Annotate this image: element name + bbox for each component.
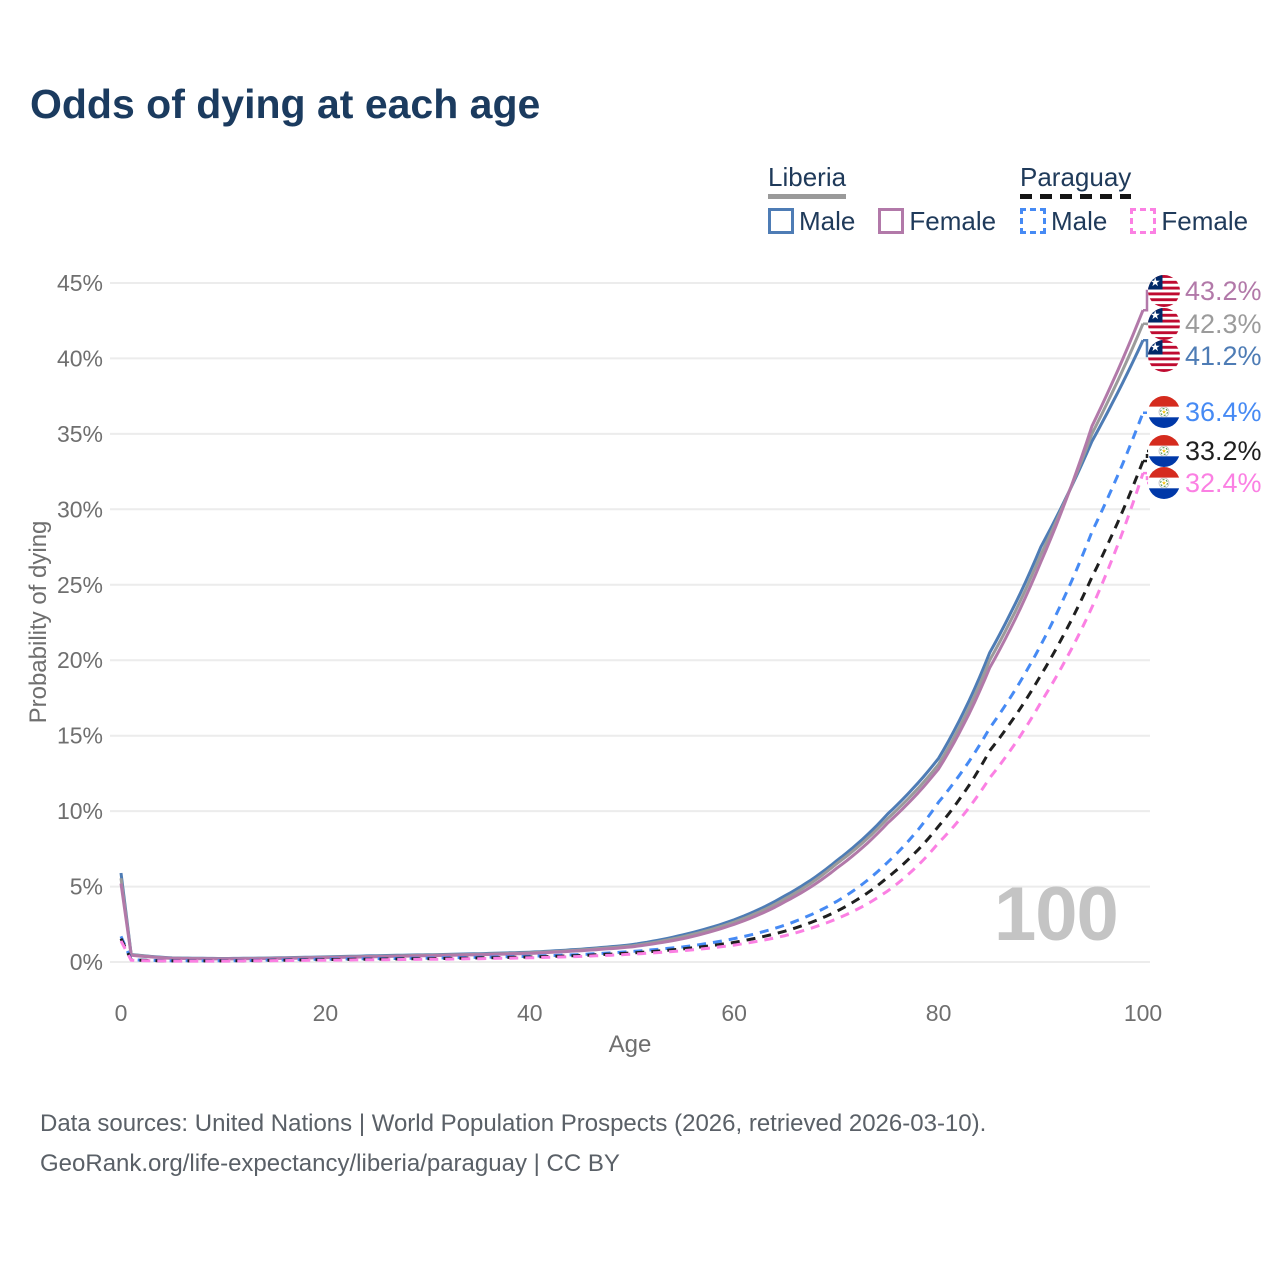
liberia-flag-icon [1148,275,1180,307]
y-tick-label: 20% [57,647,103,673]
end-label-value: 42.3% [1185,308,1262,339]
female-line-swatch [1130,207,1157,234]
x-tick-label: 20 [313,1000,339,1026]
end-label-paraguay-both: 33.2% [1148,434,1262,468]
page-title: Odds of dying at each age [30,81,541,127]
legend-item-liberia-male: Male [768,205,856,236]
end-label-value: 41.2% [1185,340,1262,371]
end-label-liberia-male: 41.2% [1148,339,1262,373]
legend-country-label: Liberia [768,163,847,199]
series-line-liberia-female [119,309,1145,961]
legend-item-label: Female [909,205,997,236]
male-line-swatch [1020,207,1046,234]
liberia-flag-icon [1148,340,1180,372]
end-label-value: 33.2% [1185,435,1262,466]
paraguay-flag-icon [1148,435,1180,467]
chart-footer: Data sources: United Nations | World Pop… [40,1104,986,1184]
series-line-paraguay-male [119,412,1145,963]
x-tick-label: 0 [115,1000,128,1026]
attribution-link-text: GeoRank.org/life-expectancy/liberia/para… [40,1150,620,1177]
y-tick-label: 0% [70,949,103,975]
female-line-swatch [878,207,905,234]
y-tick-label: 30% [57,496,103,522]
end-label-paraguay-female: 32.4% [1148,466,1262,500]
series-line-paraguay-female [119,472,1145,963]
x-tick-label: 100 [1124,1000,1162,1026]
end-label-value: 36.4% [1185,396,1262,427]
y-tick-label: 10% [57,798,103,824]
end-label-liberia-both: 42.3% [1148,307,1262,341]
legend-group-liberia: Liberia Male Female [768,163,996,234]
legend-country-label: Paraguay [1020,163,1132,199]
series-line-liberia-both [119,323,1145,961]
legend-item-liberia-female: Female [878,205,997,236]
end-label-paraguay-male: 36.4% [1148,395,1262,429]
end-label-value: 43.2% [1185,275,1262,306]
y-tick-label: 35% [57,421,103,447]
paraguay-flag-icon [1148,396,1180,428]
legend-item-label: Male [1051,205,1108,236]
legend-group-paraguay: Paraguay Male Female [1020,163,1248,234]
legend-item-label: Male [799,205,856,236]
y-tick-label: 5% [70,874,103,900]
y-tick-label: 40% [57,345,103,371]
legend-item-paraguay-female: Female [1130,205,1249,236]
x-tick-label: 40 [517,1000,543,1026]
x-tick-label: 80 [926,1000,952,1026]
liberia-flag-icon [1148,308,1180,340]
legend-item-label: Female [1161,205,1249,236]
x-axis-title: Age [609,1031,652,1058]
y-tick-label: 45% [57,270,103,296]
legend-item-paraguay-male: Male [1020,205,1108,236]
male-line-swatch [768,207,794,234]
label-leader-line [1143,410,1150,415]
data-sources-text: Data sources: United Nations | World Pop… [40,1110,987,1137]
y-tick-label: 25% [57,572,103,598]
y-tick-label: 15% [57,723,103,749]
y-axis-title: Probability of dying [25,521,52,724]
paraguay-flag-icon [1148,467,1180,499]
x-tick-label: 60 [721,1000,747,1026]
end-label-liberia-female: 43.2% [1148,274,1262,308]
end-label-value: 32.4% [1185,467,1262,498]
